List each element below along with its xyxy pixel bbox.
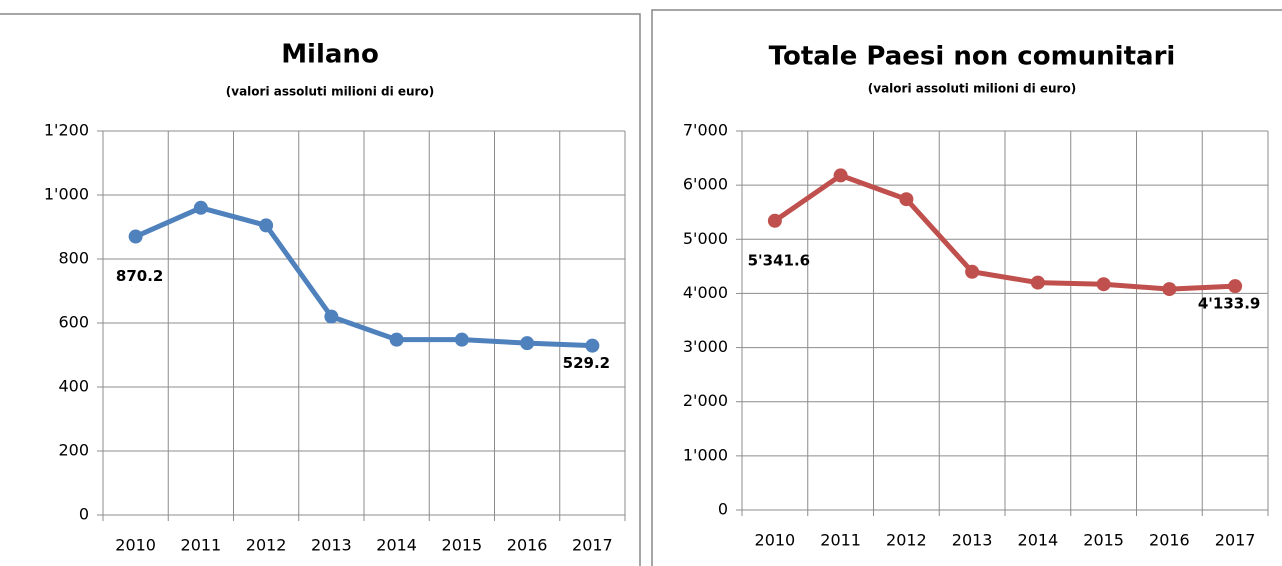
x-tick-label: 2016 xyxy=(1149,531,1190,550)
marker xyxy=(1030,275,1045,290)
marker xyxy=(1162,282,1177,297)
y-tick-label: 0 xyxy=(79,505,89,524)
x-tick-label: 2010 xyxy=(115,536,156,555)
y-tick-label: 4'000 xyxy=(683,283,728,302)
marker xyxy=(454,332,469,347)
marker xyxy=(259,218,274,233)
y-tick-label: 800 xyxy=(58,249,89,268)
x-tick-label: 2015 xyxy=(442,536,483,555)
marker xyxy=(585,338,600,353)
y-tick-label: 600 xyxy=(58,313,89,332)
y-tick-label: 0 xyxy=(718,500,728,519)
data-label: 4'133.9 xyxy=(1198,295,1260,313)
chart-title: Milano xyxy=(281,40,379,70)
x-tick-label: 2010 xyxy=(755,531,796,550)
marker xyxy=(193,200,208,215)
x-tick-label: 2013 xyxy=(311,536,352,555)
chart-subtitle: (valori assoluti milioni di euro) xyxy=(226,85,434,99)
marker xyxy=(899,192,914,207)
y-tick-label: 6'000 xyxy=(683,175,728,194)
data-label: 5'341.6 xyxy=(748,251,810,269)
x-tick-label: 2013 xyxy=(952,531,993,550)
line xyxy=(134,205,593,349)
marker xyxy=(128,229,143,244)
marker xyxy=(1228,279,1243,294)
marker xyxy=(833,168,848,183)
y-tick-label: 1'200 xyxy=(44,121,89,140)
marker xyxy=(767,213,782,228)
x-tick-label: 2015 xyxy=(1083,531,1124,550)
x-tick-label: 2011 xyxy=(181,536,222,555)
panel-border xyxy=(651,9,1282,566)
data-label: 529.2 xyxy=(563,354,610,372)
marker xyxy=(965,264,980,279)
x-tick-label: 2016 xyxy=(507,536,548,555)
x-tick-label: 2011 xyxy=(820,531,861,550)
x-tick-label: 2017 xyxy=(1215,531,1256,550)
chart-title: Totale Paesi non comunitari xyxy=(769,42,1176,72)
chart-subtitle: (valori assoluti milioni di euro) xyxy=(868,82,1076,96)
x-tick-label: 2012 xyxy=(886,531,927,550)
y-tick-label: 7'000 xyxy=(683,121,728,140)
y-tick-label: 200 xyxy=(58,441,89,460)
x-tick-label: 2014 xyxy=(1018,531,1059,550)
x-tick-label: 2014 xyxy=(376,536,417,555)
y-tick-label: 1'000 xyxy=(44,185,89,204)
y-tick-label: 3'000 xyxy=(683,337,728,356)
marker xyxy=(324,309,339,324)
data-label: 870.2 xyxy=(116,267,163,285)
line xyxy=(773,172,1236,292)
y-tick-label: 2'000 xyxy=(683,391,728,410)
x-tick-label: 2017 xyxy=(572,536,613,555)
marker xyxy=(520,336,535,351)
marker xyxy=(389,332,404,347)
marker xyxy=(1096,277,1111,292)
y-tick-label: 5'000 xyxy=(683,229,728,248)
y-tick-label: 1'000 xyxy=(683,445,728,464)
panel-border xyxy=(0,13,641,566)
x-tick-label: 2012 xyxy=(246,536,287,555)
y-tick-label: 400 xyxy=(58,377,89,396)
